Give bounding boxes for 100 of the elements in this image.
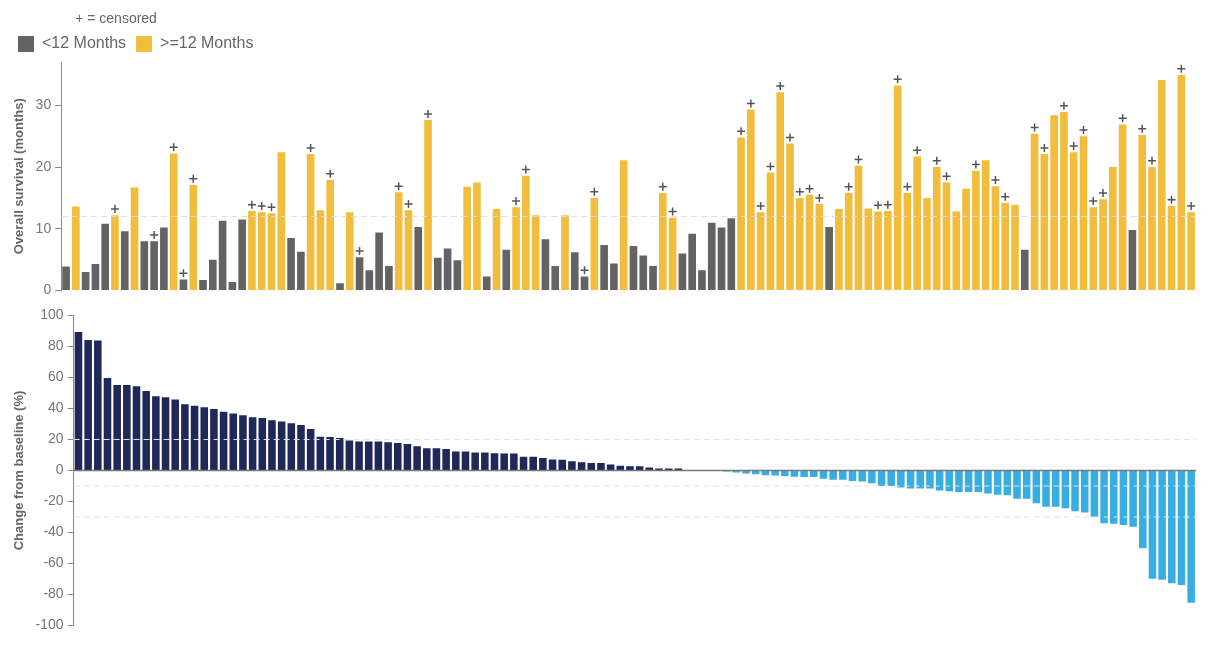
y-tick-label: 0 bbox=[43, 281, 52, 298]
bar bbox=[208, 259, 217, 291]
bar bbox=[316, 210, 325, 291]
bar bbox=[169, 153, 178, 291]
y-tick-label: 20 bbox=[35, 157, 52, 174]
bar bbox=[1071, 471, 1079, 512]
bar bbox=[903, 192, 912, 291]
bar bbox=[463, 186, 471, 291]
bar bbox=[74, 332, 83, 470]
bar bbox=[306, 429, 315, 470]
bar bbox=[1148, 167, 1156, 291]
bar bbox=[471, 452, 479, 470]
point bbox=[188, 174, 198, 184]
bar bbox=[981, 160, 990, 291]
bar bbox=[62, 266, 70, 291]
bar bbox=[277, 152, 286, 291]
bar bbox=[490, 453, 499, 470]
bar bbox=[443, 248, 452, 291]
bar bbox=[81, 272, 90, 291]
bar bbox=[1069, 152, 1078, 291]
point bbox=[1137, 123, 1147, 134]
point bbox=[403, 199, 414, 209]
bar bbox=[228, 281, 237, 291]
bar bbox=[786, 143, 794, 291]
bar bbox=[219, 411, 228, 470]
bar bbox=[781, 471, 789, 477]
bar bbox=[442, 449, 450, 470]
bar bbox=[113, 385, 121, 470]
point bbox=[873, 200, 883, 211]
bar bbox=[461, 451, 470, 470]
bar bbox=[512, 207, 520, 291]
bar bbox=[355, 257, 364, 291]
y-tick-label: -40 bbox=[43, 523, 64, 540]
bar bbox=[587, 462, 596, 470]
bar bbox=[678, 253, 687, 291]
bar bbox=[1089, 207, 1098, 291]
bar bbox=[345, 212, 354, 291]
bar bbox=[626, 466, 634, 470]
point bbox=[902, 182, 913, 192]
bar bbox=[171, 399, 179, 470]
bar bbox=[737, 137, 745, 291]
bar bbox=[257, 212, 266, 291]
bar bbox=[548, 459, 557, 470]
point bbox=[912, 145, 922, 156]
bar bbox=[384, 442, 392, 470]
point bbox=[843, 182, 854, 192]
bar bbox=[1030, 133, 1039, 291]
point bbox=[1059, 101, 1069, 111]
bar bbox=[130, 187, 139, 291]
point bbox=[795, 187, 805, 197]
bar bbox=[160, 227, 168, 291]
bar bbox=[923, 197, 931, 291]
bar bbox=[858, 471, 866, 482]
bar bbox=[432, 448, 441, 470]
y-tick-label: 0 bbox=[55, 461, 64, 478]
bar bbox=[839, 471, 847, 480]
bar bbox=[326, 437, 334, 470]
y-tick-label: 40 bbox=[48, 399, 64, 416]
point bbox=[814, 193, 825, 203]
bar bbox=[84, 339, 92, 470]
bar bbox=[424, 120, 432, 291]
bar bbox=[854, 165, 863, 291]
point bbox=[1098, 188, 1108, 198]
point bbox=[247, 199, 257, 210]
point bbox=[1147, 156, 1157, 166]
bar bbox=[510, 453, 518, 470]
bar bbox=[825, 226, 833, 291]
bar bbox=[577, 462, 586, 470]
bar bbox=[189, 184, 198, 291]
bar bbox=[815, 204, 824, 291]
bar bbox=[751, 471, 760, 475]
bar bbox=[568, 461, 576, 470]
bar bbox=[932, 167, 941, 291]
bar bbox=[742, 471, 750, 474]
point bbox=[1176, 64, 1187, 74]
bar bbox=[558, 459, 567, 470]
bar bbox=[962, 188, 970, 291]
bar bbox=[403, 443, 412, 470]
bar bbox=[844, 192, 853, 291]
bar bbox=[181, 404, 189, 470]
bar bbox=[580, 276, 589, 291]
bar bbox=[835, 209, 843, 291]
y-tick-label: 60 bbox=[48, 368, 64, 385]
bar bbox=[248, 417, 257, 470]
bar bbox=[1128, 230, 1137, 291]
bar bbox=[120, 231, 129, 291]
point bbox=[305, 143, 316, 153]
bar bbox=[541, 239, 550, 291]
bar bbox=[659, 192, 667, 291]
bar bbox=[393, 442, 402, 470]
bar bbox=[453, 260, 462, 291]
bar bbox=[1129, 471, 1137, 527]
bar bbox=[140, 241, 149, 291]
bar bbox=[306, 154, 315, 291]
bar bbox=[1090, 471, 1099, 517]
bar bbox=[551, 265, 560, 291]
bar bbox=[810, 471, 818, 478]
bar bbox=[1042, 471, 1050, 507]
text: + = censored bbox=[75, 9, 157, 26]
bar bbox=[877, 471, 886, 487]
